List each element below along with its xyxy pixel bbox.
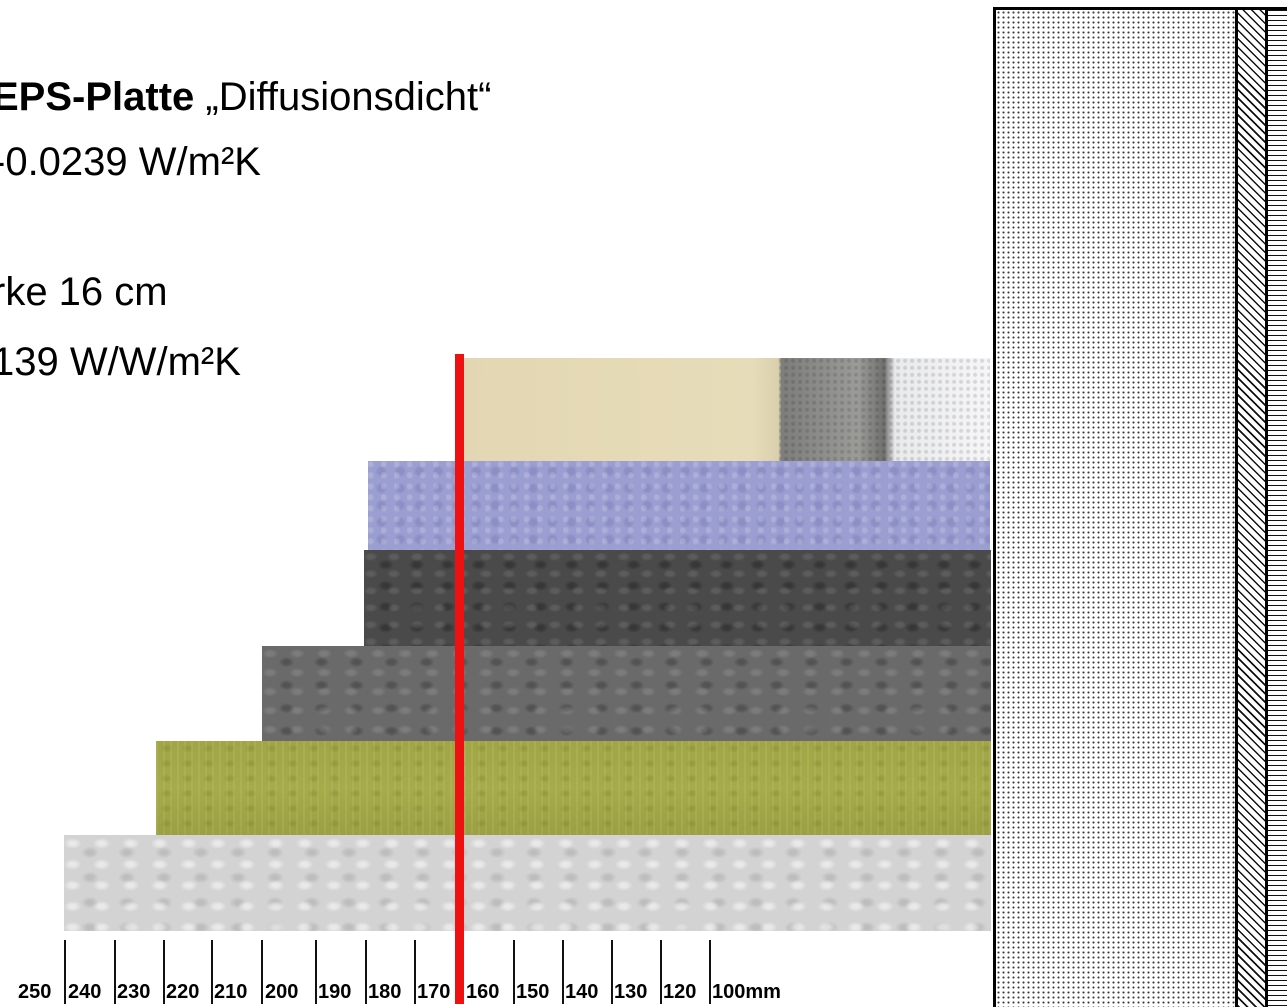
heading-title-bold: EPS-Platte bbox=[0, 75, 195, 119]
scale-tick bbox=[709, 940, 711, 1004]
scale-label: 250 bbox=[18, 981, 52, 1003]
wall-cross-section bbox=[993, 7, 1287, 1007]
scale-label: 240 bbox=[68, 981, 102, 1003]
scale-tick bbox=[211, 940, 213, 1004]
scale-label: 200 bbox=[265, 981, 299, 1003]
heading-title-rest: „Diffusionsdicht“ bbox=[194, 75, 492, 119]
scale-tick bbox=[414, 940, 416, 1004]
insulation-layer bbox=[1268, 10, 1287, 1007]
scale-tick bbox=[315, 940, 317, 1004]
scale-label: 170 bbox=[417, 981, 451, 1003]
scale-tick bbox=[64, 940, 66, 1004]
masonry-layer bbox=[996, 10, 1238, 1007]
lambda-value: -0.0239 W/m²K bbox=[0, 140, 261, 184]
scale-label: 180 bbox=[368, 981, 402, 1003]
scale-label: 130 bbox=[614, 981, 648, 1003]
scale-tick bbox=[114, 940, 116, 1004]
scale-label: 140 bbox=[565, 981, 599, 1003]
scale-label: 210 bbox=[214, 981, 248, 1003]
layer-mineral-wool-board bbox=[156, 741, 991, 836]
adhesive-layer bbox=[1238, 10, 1268, 1007]
scale-tick bbox=[261, 940, 263, 1004]
required-thickness-marker bbox=[455, 354, 464, 1004]
scale-tick bbox=[513, 940, 515, 1004]
scale-label: 230 bbox=[117, 981, 151, 1003]
scale-label: 190 bbox=[318, 981, 352, 1003]
scale-label: 160 bbox=[466, 981, 500, 1003]
scale-tick bbox=[562, 940, 564, 1004]
thickness-value: rke 16 cm bbox=[0, 270, 168, 314]
layer-dark-grey-eps-board bbox=[364, 550, 991, 649]
scale-label: 120 bbox=[663, 981, 697, 1003]
layer-white-eps-board bbox=[64, 835, 991, 931]
layer-beige-foam-board bbox=[462, 358, 990, 462]
scale-label: 150 bbox=[516, 981, 550, 1003]
layer-grey-eps-board bbox=[262, 646, 991, 743]
scale-tick bbox=[365, 940, 367, 1004]
scale-tick bbox=[660, 940, 662, 1004]
layer-blue-eps-board bbox=[368, 461, 990, 552]
thickness-scale: 250 240 230 220 210 200 190 180 170 160 … bbox=[0, 940, 820, 1004]
scale-tick bbox=[611, 940, 613, 1004]
scale-tick bbox=[163, 940, 165, 1004]
u-value: 139 W/W/m²K bbox=[0, 340, 241, 384]
heading-title: EPS-Platte „Diffusionsdicht“ bbox=[0, 77, 491, 117]
scale-label: 220 bbox=[166, 981, 200, 1003]
scale-label: 100mm bbox=[712, 981, 781, 1003]
